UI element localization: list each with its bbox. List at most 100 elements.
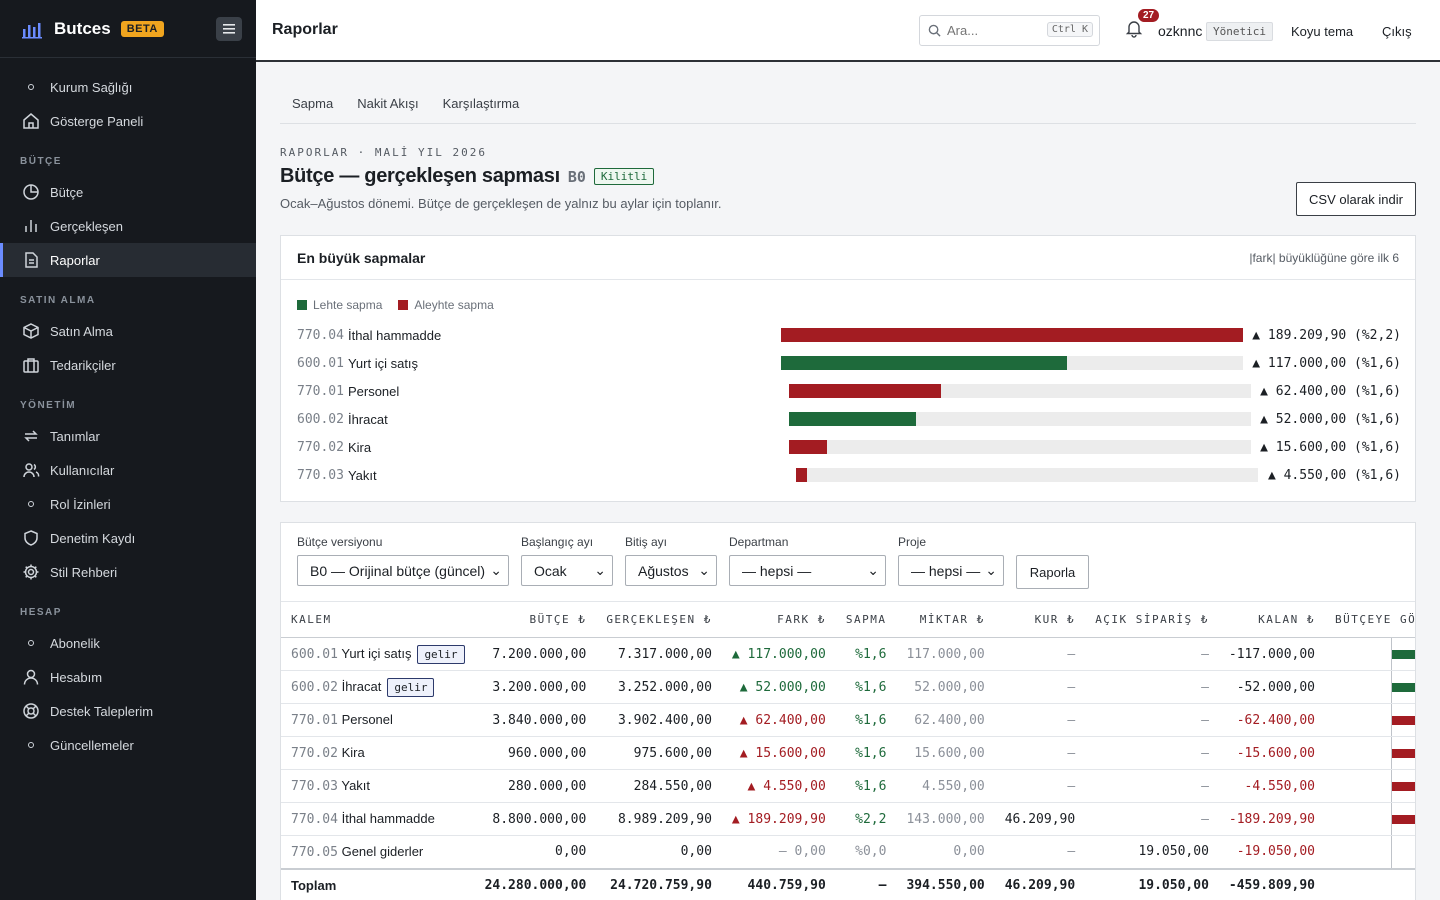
- search-input[interactable]: [947, 23, 1047, 38]
- budget-version-select[interactable]: B0 — Orijinal bütçe (güncel) ⌄: [297, 555, 509, 586]
- bar-chart-icon: [22, 217, 40, 235]
- variance-bar: [789, 412, 916, 426]
- report-button[interactable]: Raporla: [1016, 555, 1089, 589]
- sidebar-item-gösterge-paneli[interactable]: Gösterge Paneli: [0, 104, 256, 138]
- cell-open-order: 19.050,00: [1085, 835, 1219, 869]
- search-shortcut: Ctrl K: [1046, 22, 1093, 37]
- select-value: — hepsi —: [742, 562, 812, 579]
- chevron-down-icon: ⌄: [698, 562, 710, 578]
- logout-link[interactable]: Çıkış: [1382, 24, 1412, 39]
- start-month-select[interactable]: Ocak ⌄: [521, 555, 613, 586]
- account-code: 770.04: [291, 812, 338, 827]
- table-row[interactable]: 770.03 Yakıt 280.000,00 284.550,00 ▲ 4.550,…: [281, 769, 1415, 803]
- card-title: En büyük sapmalar: [297, 249, 426, 266]
- box-icon: [22, 322, 40, 340]
- tab-0[interactable]: Sapma: [292, 96, 334, 111]
- sidebar-item-hesabım[interactable]: Hesabım: [0, 660, 256, 694]
- sidebar-item-güncellemeler[interactable]: Güncellemeler: [0, 728, 256, 762]
- table-row[interactable]: 770.01 Personel 3.840.000,00 3.902.400,00 ▲…: [281, 703, 1415, 737]
- column-header[interactable]: FARK ₺: [721, 601, 836, 638]
- csv-download-button[interactable]: CSV olarak indir: [1296, 182, 1416, 216]
- cell-account: 600.01 Yurt içi satış gelir: [281, 637, 475, 671]
- main-content: Sapma Nakit Akışı Karşılaştırma RAPORLAR ·…: [280, 62, 1416, 900]
- budget-ratio-bar: [1392, 716, 1415, 725]
- sidebar-item-raporlar[interactable]: Raporlar: [0, 243, 256, 277]
- select-value: B0 — Orijinal bütçe (güncel): [310, 562, 486, 579]
- table-row[interactable]: 600.02 İhracat gelir 3.200.000,00 3.252.000…: [281, 670, 1415, 704]
- column-header[interactable]: BÜTÇEYE GÖRE: [1325, 601, 1415, 638]
- account-code: 600.01: [291, 647, 338, 662]
- search-box[interactable]: Ctrl K: [919, 15, 1100, 46]
- sidebar-item-tanımlar[interactable]: Tanımlar: [0, 419, 256, 453]
- table-row[interactable]: 770.05 Genel giderler 0,00 0,00— 0,00 %0,0 0…: [281, 835, 1415, 869]
- sidebar-item-satın-alma[interactable]: Satın Alma: [0, 314, 256, 348]
- gear-icon: [22, 563, 40, 581]
- home-icon: [22, 112, 40, 130]
- column-header[interactable]: KUR ₺: [994, 601, 1086, 638]
- table-row[interactable]: 770.04 İthal hammadde 8.800.000,00 8.989.2…: [281, 802, 1415, 836]
- cell-remaining: -62.400,00: [1218, 703, 1325, 737]
- cell-budget: 0,00: [474, 835, 597, 869]
- tab-1[interactable]: Nakit Akışı: [357, 96, 419, 111]
- sidebar-item-abonelik[interactable]: Abonelik: [0, 626, 256, 660]
- cell-qty: 52.000,00: [896, 670, 995, 704]
- bar-axis: [1391, 638, 1392, 670]
- variance-bar: [781, 356, 1067, 370]
- table-row[interactable]: 600.01 Yurt içi satış gelir 7.200.000,00 7.…: [281, 637, 1415, 671]
- cell-budget-bar: [1325, 835, 1415, 869]
- column-header[interactable]: KALAN ₺: [1218, 601, 1325, 638]
- user-icon: [22, 668, 40, 686]
- budget-ratio-bar: [1392, 782, 1415, 791]
- account-name: Yurt içi satış: [347, 355, 419, 371]
- sidebar-item-label: Denetim Kaydı: [50, 530, 136, 546]
- cell-budget: 8.800.000,00: [474, 802, 597, 836]
- cell-qty: 62.400,00: [896, 703, 995, 737]
- end-month-select[interactable]: Ağustos ⌄: [625, 555, 717, 586]
- variance-table: KALEM BÜTÇE ₺ GERÇEKLEŞEN ₺ FARK ₺ SAPMA MİKT…: [281, 601, 1415, 900]
- column-header[interactable]: SAPMA: [835, 601, 897, 638]
- sidebar-item-kurum-sağlığı[interactable]: Kurum Sağlığı: [0, 70, 256, 104]
- account-name: Yakıt: [347, 467, 377, 483]
- column-header[interactable]: GERÇEKLEŞEN ₺: [596, 601, 722, 638]
- legend-label: Aleyhte sapma: [414, 298, 494, 312]
- table-total-row: Toplam 24.280.000,00 24.720.759,90 440.759,…: [281, 867, 1415, 900]
- sidebar-item-denetim-kaydı[interactable]: Denetim Kaydı: [0, 521, 256, 555]
- filter-label: Proje: [898, 535, 927, 549]
- lifebuoy-icon: [22, 702, 40, 720]
- filters: Bütçe versiyonu B0 — Orijinal bütçe (gün…: [281, 523, 1415, 589]
- sidebar-item-tedarikçiler[interactable]: Tedarikçiler: [0, 348, 256, 382]
- account-name: Personel: [341, 712, 393, 727]
- dark-theme-toggle[interactable]: Koyu tema: [1291, 24, 1354, 39]
- column-header[interactable]: BÜTÇE ₺: [474, 601, 597, 638]
- sidebar-item-destek-taleplerim[interactable]: Destek Taleplerim: [0, 694, 256, 728]
- tab-2[interactable]: Karşılaştırma: [442, 96, 520, 111]
- sidebar-item-rol-i-zinleri[interactable]: Rol İzinleri: [0, 487, 256, 521]
- column-header[interactable]: AÇIK SİPARİŞ ₺: [1085, 601, 1219, 638]
- account-name: İthal hammadde: [347, 327, 442, 343]
- sidebar-item-gerçekleşen[interactable]: Gerçekleşen: [0, 209, 256, 243]
- column-header[interactable]: MİKTAR ₺: [896, 601, 995, 638]
- cell-remaining: -117.000,00: [1218, 637, 1325, 671]
- dot-icon: [22, 495, 40, 513]
- table-row[interactable]: 770.02 Kira 960.000,00 975.600,00 ▲ 15.600,…: [281, 736, 1415, 770]
- chevron-down-icon: ⌄: [985, 562, 997, 578]
- total-diff: 440.759,90: [721, 867, 836, 900]
- bell-icon[interactable]: [1124, 18, 1144, 38]
- cell-diff: — 0,00: [721, 835, 836, 869]
- department-select[interactable]: — hepsi — ⌄: [729, 555, 886, 586]
- filter-label: Departman: [729, 535, 789, 549]
- variance-bar: [781, 328, 1243, 342]
- column-header[interactable]: KALEM: [281, 601, 475, 638]
- chevron-down-icon: ⌄: [490, 562, 502, 578]
- project-select[interactable]: — hepsi — ⌄: [898, 555, 1004, 586]
- account-name: Personel: [347, 383, 400, 399]
- variance-bar-track: [789, 412, 1251, 426]
- cell-budget: 3.200.000,00: [474, 670, 597, 704]
- variance-value: ▲ 15.600,00 (%1,6): [1260, 439, 1401, 455]
- menu-toggle-button[interactable]: [216, 17, 242, 41]
- sidebar-item-kullanıcılar[interactable]: Kullanıcılar: [0, 453, 256, 487]
- eyebrow: RAPORLAR · MALİ YIL 2026: [280, 146, 487, 159]
- sidebar-item-stil-rehberi[interactable]: Stil Rehberi: [0, 555, 256, 589]
- cell-pct: %1,6: [835, 637, 897, 671]
- sidebar-item-bütçe[interactable]: Bütçe: [0, 175, 256, 209]
